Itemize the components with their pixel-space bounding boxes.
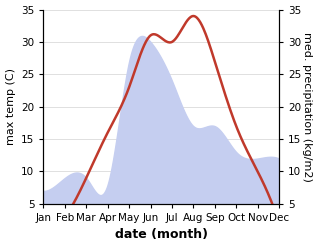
Y-axis label: med. precipitation (kg/m2): med. precipitation (kg/m2) [302,32,313,182]
X-axis label: date (month): date (month) [115,228,208,242]
Y-axis label: max temp (C): max temp (C) [5,68,16,145]
